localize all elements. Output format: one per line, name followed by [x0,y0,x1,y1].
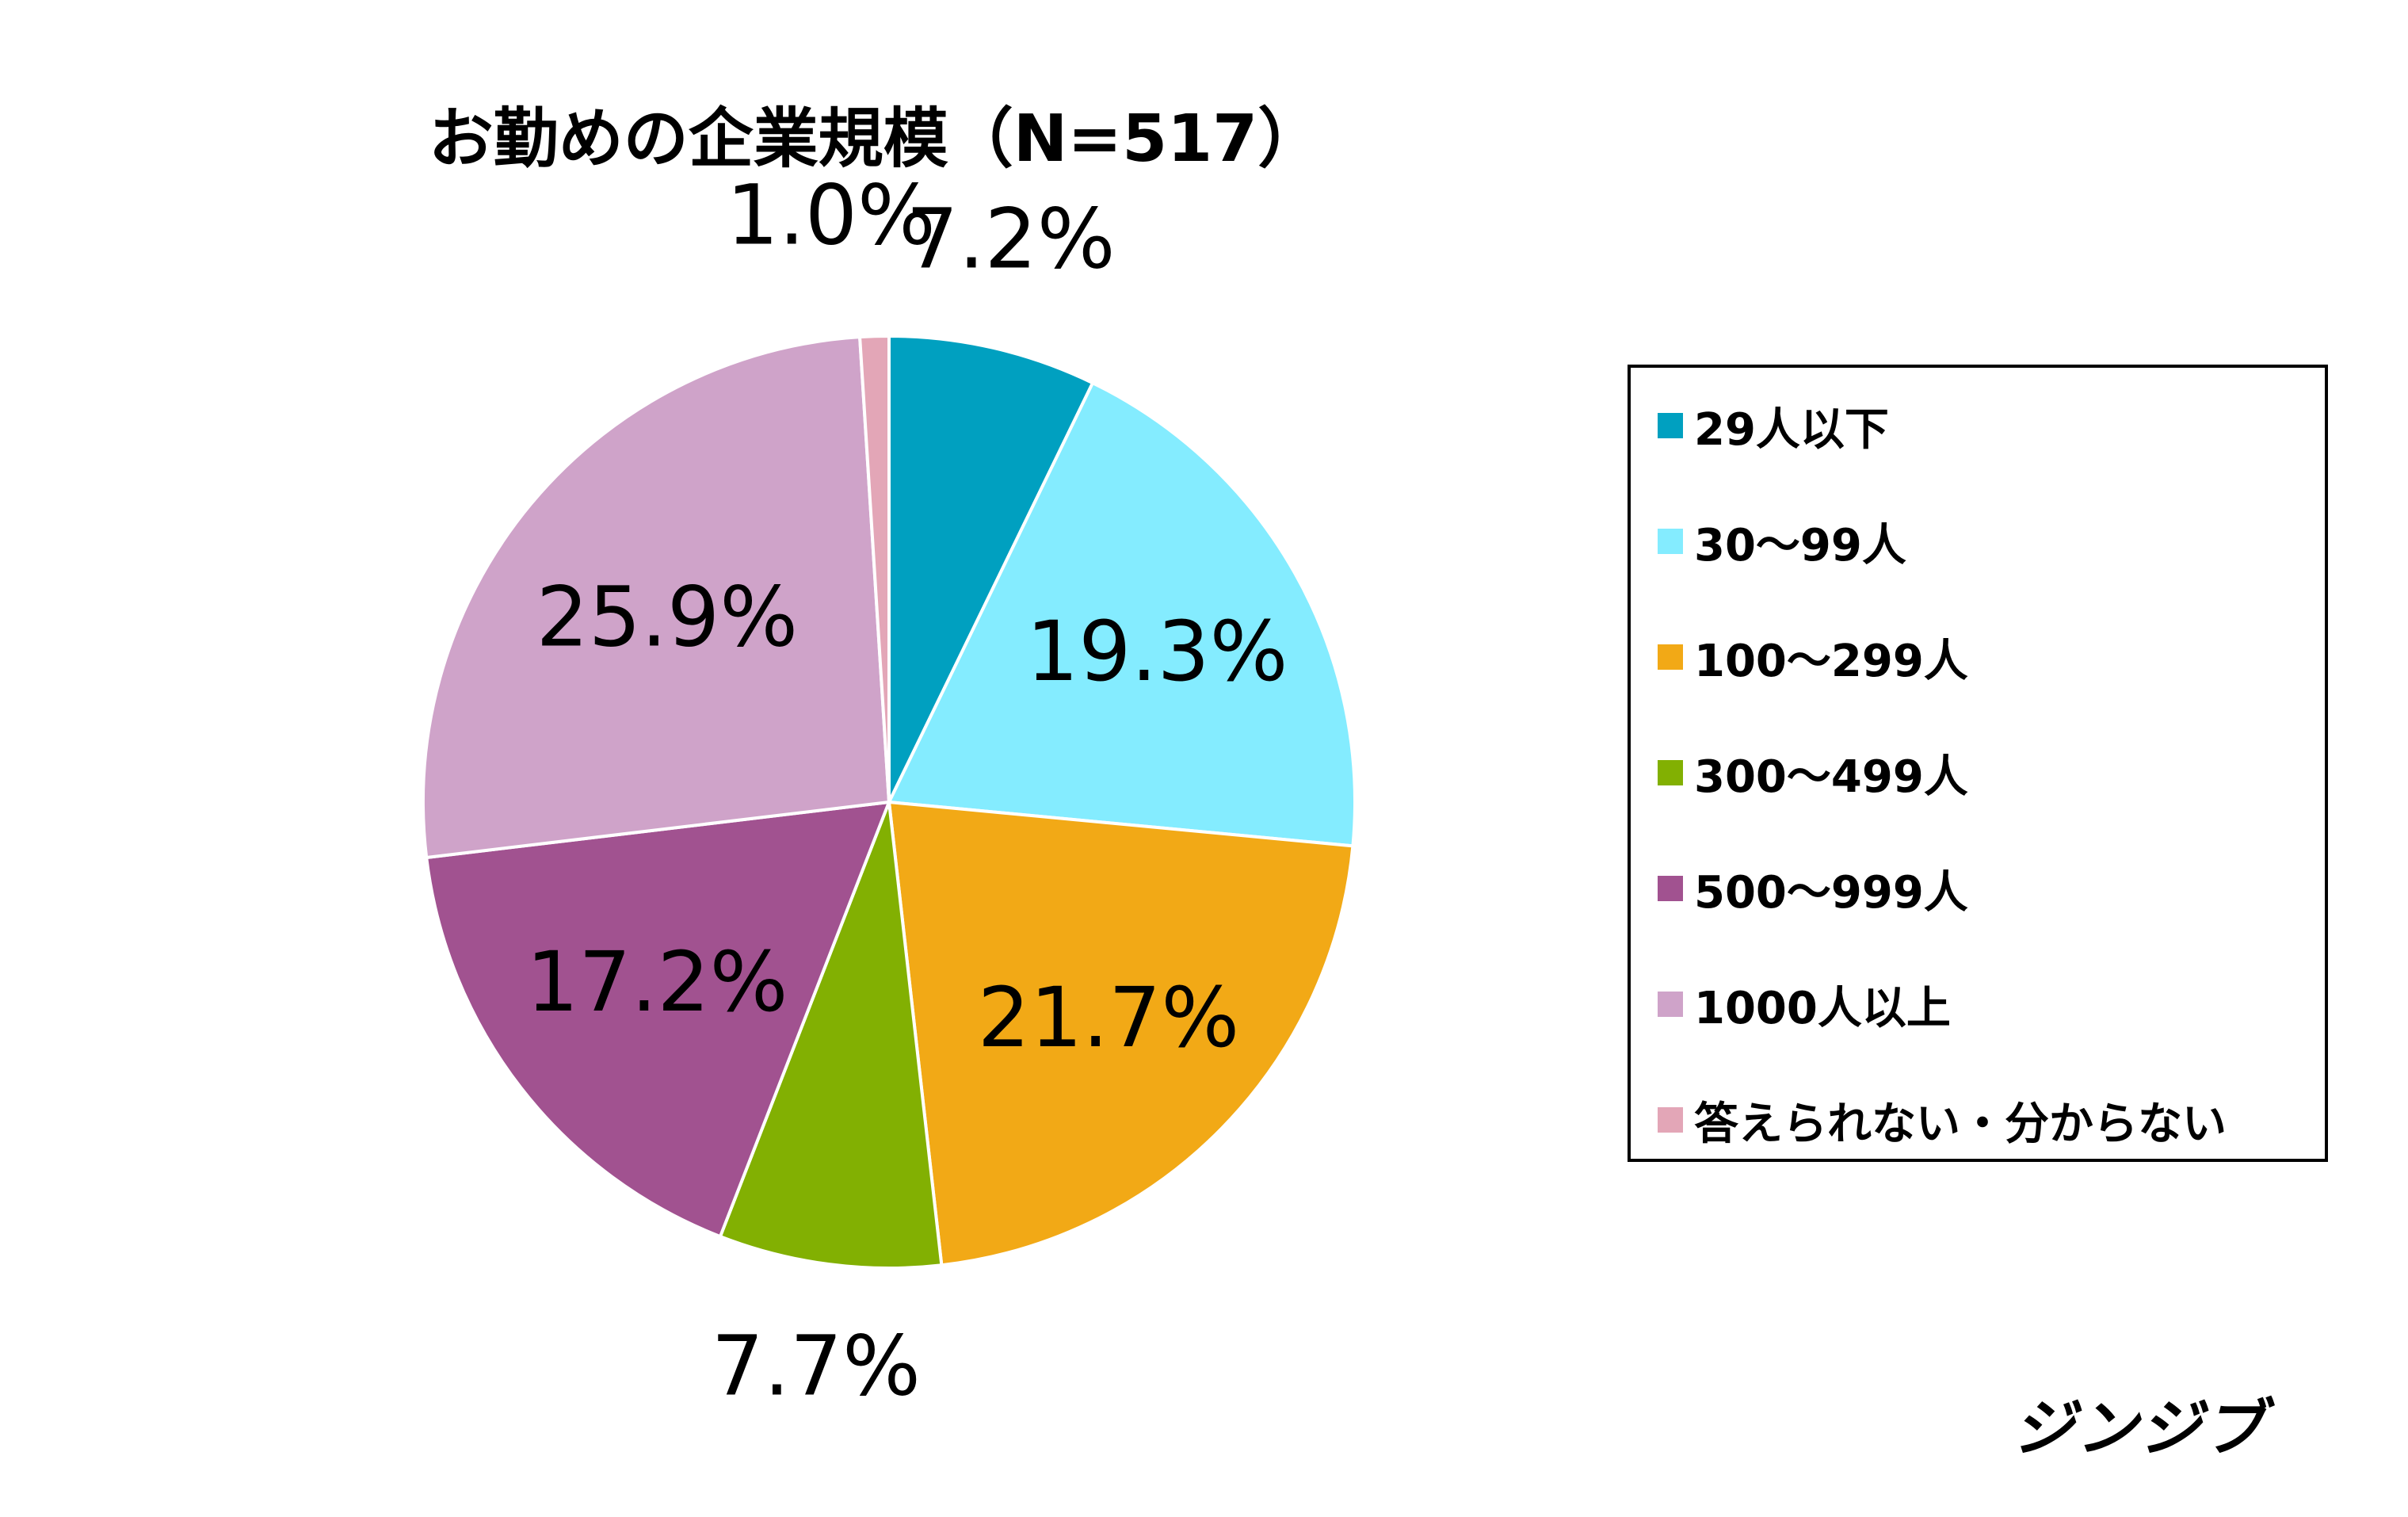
legend-label: 答えられない・分からない [1694,1098,2227,1150]
legend-swatch [1658,992,1683,1017]
legend-item: 答えられない・分からない [1658,1092,2227,1150]
legend-item: 29人以下 [1658,398,1889,456]
legend-item: 500～999人 [1658,861,1968,919]
legend-label: 30～99人 [1694,519,1906,571]
legend-swatch [1658,644,1683,670]
pie-slice [718,801,944,1270]
legend-label: 300～499人 [1694,751,1968,803]
pie-slice [424,800,892,1239]
legend-swatch [1658,529,1683,554]
legend-item: 1000人以上 [1658,976,1951,1034]
pie-slice [857,334,891,803]
chart-title: お勤めの企業規模（N=517） [428,101,1323,177]
slice-label: 7.2% [906,190,1115,287]
legend-label: 1000人以上 [1694,982,1951,1034]
legend-item: 300～499人 [1658,745,1968,803]
legend-item: 30～99人 [1658,514,1906,571]
legend-item: 100～299人 [1658,629,1968,687]
brand-logo: ジンジブ [2013,1393,2267,1465]
slice-label: 1.0% [727,166,936,263]
pie-slice [422,335,891,860]
pie-slice [886,380,1357,848]
legend-swatch [1658,760,1683,785]
legend-label: 500～999人 [1694,866,1968,919]
slice-label: 25.9% [536,569,798,666]
slice-label: 21.7% [978,969,1239,1066]
legend-swatch [1658,876,1683,901]
slice-label: 19.3% [1026,603,1288,700]
slice-label: 7.7% [712,1317,921,1414]
slice-label: 17.2% [526,934,788,1030]
pie-slice [887,334,1095,803]
legend-label: 29人以下 [1694,403,1889,456]
legend: 29人以下 30～99人 100～299人 300～499人 500～999人 1000人… [1628,365,2328,1162]
pie-slice [887,800,1355,1267]
legend-label: 100～299人 [1694,635,1968,687]
legend-swatch [1658,413,1683,438]
legend-swatch [1658,1107,1683,1133]
